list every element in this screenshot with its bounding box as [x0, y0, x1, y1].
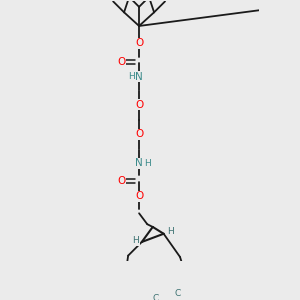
- Text: O: O: [135, 129, 143, 140]
- Text: N: N: [135, 72, 143, 82]
- Text: H: H: [132, 236, 139, 245]
- Text: H: H: [128, 72, 135, 81]
- Text: O: O: [135, 191, 143, 201]
- Text: O: O: [117, 57, 125, 67]
- Text: O: O: [135, 100, 143, 110]
- Text: N: N: [135, 158, 143, 168]
- Text: O: O: [117, 176, 125, 186]
- Text: C: C: [152, 294, 159, 300]
- Text: O: O: [135, 38, 143, 48]
- Text: H: H: [167, 226, 174, 236]
- Text: H: H: [144, 158, 151, 167]
- Text: C: C: [175, 289, 181, 298]
